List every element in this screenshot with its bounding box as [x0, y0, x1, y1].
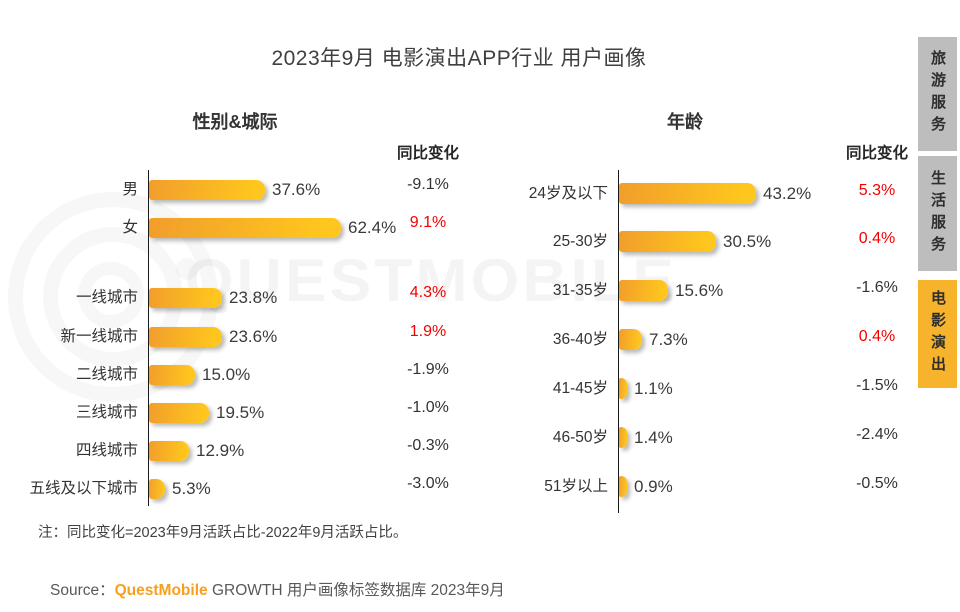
source-brand: QuestMobile — [114, 582, 208, 599]
yoy-change-value: -2.4% — [856, 426, 898, 443]
category-label: 二线城市 — [75, 366, 138, 383]
chart1-yoy-header: 同比变化 — [396, 145, 459, 162]
bar — [619, 329, 642, 350]
bar — [149, 441, 189, 461]
yoy-change-value: 9.1% — [409, 214, 447, 231]
chart1-axis — [148, 170, 149, 506]
category-tab-3[interactable]: 电影演出 — [918, 280, 957, 388]
yoy-change-value: -1.5% — [856, 377, 898, 394]
footnote: 注：同比变化=2023年9月活跃占比-2022年9月活跃占比。 — [38, 525, 408, 541]
page-title: 2023年9月 电影演出APP行业 用户画像 — [271, 47, 647, 70]
bar — [149, 288, 222, 308]
bar-value-label: 0.9% — [634, 477, 673, 496]
bar-value-label: 7.3% — [649, 330, 688, 349]
bar-value-label: 23.6% — [229, 327, 278, 346]
bar — [619, 476, 627, 497]
bar-value-label: 43.2% — [763, 184, 812, 203]
source-line: Source：QuestMobile GROWTH 用户画像标签数据库 2023… — [50, 578, 505, 600]
bar — [149, 180, 265, 200]
bar-value-label: 5.3% — [172, 479, 211, 498]
yoy-change-value: -1.6% — [856, 279, 898, 296]
bar-value-label: 15.0% — [202, 365, 251, 384]
bar-value-label: 1.1% — [634, 379, 673, 398]
bar-value-label: 37.6% — [272, 180, 321, 199]
chart2-title: 年龄 — [667, 112, 703, 132]
category-tab-2[interactable]: 生活服务 — [918, 156, 957, 271]
bar-value-label: 19.5% — [216, 403, 265, 422]
category-label: 51岁以上 — [544, 478, 608, 495]
yoy-change-value: 0.4% — [858, 328, 896, 345]
yoy-change-value: -1.9% — [407, 361, 449, 378]
yoy-change-value: -9.1% — [407, 176, 449, 193]
category-label: 46-50岁 — [552, 429, 608, 446]
bar — [619, 427, 627, 448]
category-label: 一线城市 — [75, 289, 138, 306]
bar-value-label: 12.9% — [196, 441, 245, 460]
category-label: 24岁及以下 — [528, 185, 608, 202]
category-label: 25-30岁 — [552, 233, 608, 250]
bar-value-label: 23.8% — [229, 288, 278, 307]
yoy-change-value: -1.0% — [407, 399, 449, 416]
bar — [619, 280, 668, 301]
yoy-change-value: -3.0% — [407, 475, 449, 492]
bar — [149, 218, 341, 238]
source-prefix: Source： — [50, 582, 115, 599]
bar — [619, 378, 627, 399]
bar — [149, 479, 165, 499]
bar-value-label: 15.6% — [675, 281, 724, 300]
category-label: 五线及以下城市 — [29, 480, 138, 497]
yoy-change-value: -0.5% — [856, 475, 898, 492]
bar — [149, 403, 209, 423]
yoy-change-value: 1.9% — [409, 323, 447, 340]
bar — [619, 231, 716, 252]
category-label: 新一线城市 — [60, 328, 138, 345]
yoy-change-value: -0.3% — [407, 437, 449, 454]
category-label: 41-45岁 — [552, 380, 608, 397]
category-label: 36-40岁 — [552, 331, 608, 348]
source-suffix: GROWTH 用户画像标签数据库 2023年9月 — [207, 582, 505, 599]
chart2-yoy-header: 同比变化 — [845, 145, 908, 162]
yoy-change-value: 0.4% — [858, 230, 896, 247]
yoy-change-value: 4.3% — [409, 284, 447, 301]
category-label: 女 — [122, 219, 138, 236]
bar — [619, 183, 756, 204]
bar — [149, 365, 195, 385]
category-tab-1[interactable]: 旅游服务 — [918, 37, 957, 151]
category-label: 男 — [122, 181, 138, 198]
category-label: 31-35岁 — [552, 282, 608, 299]
chart2-axis — [618, 170, 619, 513]
bar-value-label: 30.5% — [723, 232, 772, 251]
category-label: 四线城市 — [75, 442, 138, 459]
bar-value-label: 62.4% — [348, 218, 397, 237]
chart1-title: 性别&城际 — [192, 112, 278, 132]
category-label: 三线城市 — [75, 404, 138, 421]
bar — [149, 327, 222, 347]
watermark-wordmark: QUESTMOBILE — [185, 246, 934, 315]
bar-value-label: 1.4% — [634, 428, 673, 447]
yoy-change-value: 5.3% — [858, 182, 896, 199]
